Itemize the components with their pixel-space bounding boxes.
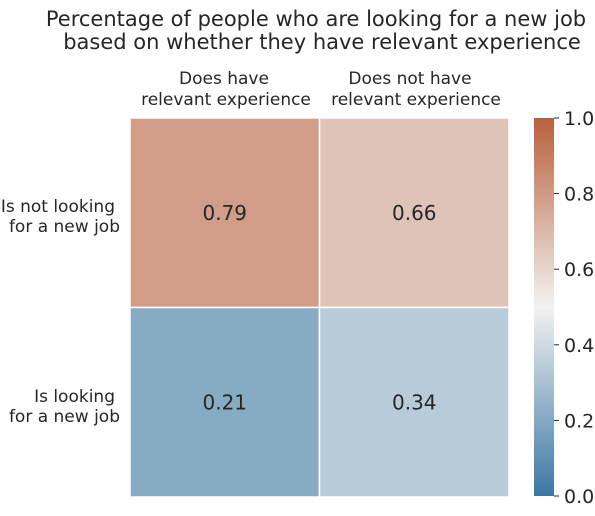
- chart-title-line-2: based on whether they have relevant expe…: [63, 30, 581, 54]
- heatmap-value-r2-c2: 0.34: [392, 390, 437, 414]
- heatmap-value-r1-c2: 0.66: [392, 201, 437, 225]
- colorbar-tick-label-5: 1.0: [564, 108, 594, 130]
- colorbar-tick-label-3: 0.6: [564, 259, 594, 281]
- colorbar-tick-label-2: 0.4: [564, 335, 594, 357]
- row-label-1-line-1: Is not looking: [1, 197, 115, 217]
- row-labels: Is not looking for a new job Is looking …: [1, 197, 120, 427]
- column-labels: Does have relevant experience Does not h…: [141, 69, 501, 110]
- chart-title-line-1: Percentage of people who are looking for…: [46, 7, 586, 31]
- heatmap-cell-r2-c1: [129, 306, 321, 498]
- heatmap-cell-r1-c1: [129, 117, 321, 309]
- heatmap-cells: 0.79 0.66 0.21 0.34: [129, 117, 510, 498]
- row-label-2-line-2: for a new job: [9, 407, 120, 427]
- colorbar-gradient: [534, 118, 554, 496]
- heatmap-value-r2-c1: 0.21: [202, 390, 247, 414]
- column-label-1-line-2: relevant experience: [141, 90, 311, 110]
- column-label-1-line-1: Does have: [179, 69, 269, 89]
- heatmap-cell-r1-c2: [318, 117, 510, 309]
- chart-title: Percentage of people who are looking for…: [46, 7, 586, 54]
- row-label-2-line-1: Is looking: [34, 387, 115, 407]
- column-label-2-line-2: relevant experience: [331, 90, 501, 110]
- colorbar-tick-label-4: 0.8: [564, 184, 594, 206]
- colorbar-tick-label-1: 0.2: [564, 410, 594, 432]
- column-label-2-line-1: Does not have: [348, 69, 471, 89]
- heatmap-cell-r2-c2: [318, 306, 510, 498]
- row-label-1-line-2: for a new job: [9, 217, 120, 237]
- colorbar: 0.0 0.2 0.4 0.6 0.8 1.0: [534, 108, 594, 508]
- heatmap-value-r1-c1: 0.79: [202, 201, 247, 225]
- colorbar-tick-label-0: 0.0: [564, 486, 594, 508]
